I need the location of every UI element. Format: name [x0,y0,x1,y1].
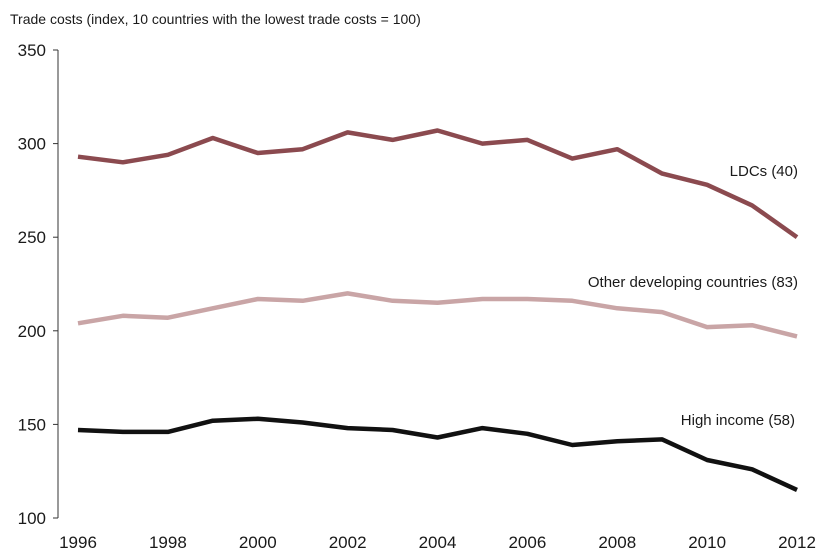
series-line-1 [77,291,798,339]
series-line-2 [77,416,798,492]
x-tick-label: 1998 [149,533,187,552]
series-line-0 [77,128,799,240]
y-axis-title: Trade costs (index, 10 countries with th… [10,11,421,27]
y-axis-ticks: 100 150 200 250 300 350 [18,41,58,528]
series-lines [77,128,799,492]
y-tick-label: 300 [18,135,46,154]
x-tick-label: 2002 [329,533,367,552]
series-labels: LDCs (40) Other developing countries (83)… [588,163,798,429]
series-label-1: Other developing countries (83) [588,274,798,291]
x-tick-label: 2008 [598,533,636,552]
y-tick-label: 350 [18,41,46,60]
x-tick-label: 2012 [778,533,816,552]
x-tick-label: 1996 [59,533,97,552]
x-axis-ticks: 1996 1998 2000 2002 2004 2006 2008 2010 2012 [59,533,816,552]
y-tick-label: 250 [18,228,46,247]
x-tick-label: 2006 [508,533,546,552]
y-tick-label: 200 [18,322,46,341]
y-tick-label: 150 [18,415,46,434]
y-tick-label: 100 [18,509,46,528]
x-tick-label: 2000 [239,533,277,552]
x-tick-label: 2010 [688,533,726,552]
series-label-2: High income (58) [681,412,795,429]
series-label-0: LDCs (40) [730,163,798,180]
x-tick-label: 2004 [419,533,457,552]
